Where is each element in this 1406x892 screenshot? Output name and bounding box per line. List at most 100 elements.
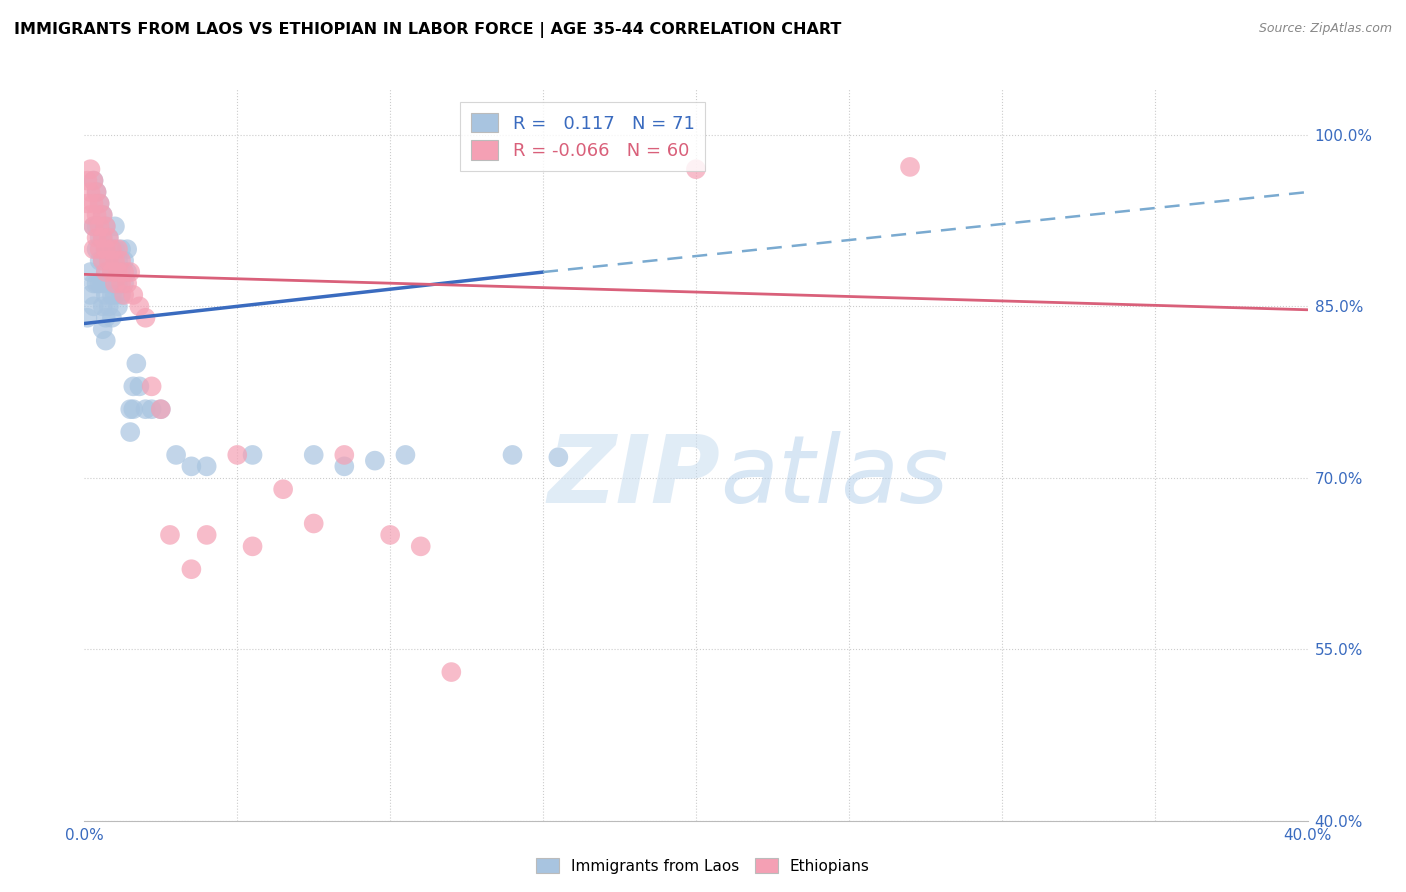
Point (112, 288, 135, 302)
Point (122, 379, 145, 393)
Point (195, 528, 218, 542)
Point (97, 231, 120, 245)
Point (79, 265, 101, 279)
Point (79, 208, 101, 222)
Point (101, 265, 124, 279)
Point (97, 253, 120, 268)
Point (149, 402, 172, 417)
Point (380, 528, 402, 542)
Point (110, 288, 132, 302)
Point (79, 288, 101, 302)
Point (91, 231, 114, 245)
Point (159, 528, 181, 542)
Point (86, 185, 108, 199)
Point (333, 459, 356, 474)
Point (83, 299, 105, 313)
Text: IMMIGRANTS FROM LAOS VS ETHIOPIAN IN LABOR FORCE | AGE 35-44 CORRELATION CHART: IMMIGRANTS FROM LAOS VS ETHIOPIAN IN LAB… (14, 22, 841, 38)
Point (89, 253, 111, 268)
Text: ZIP: ZIP (547, 431, 720, 523)
Point (104, 219, 127, 234)
Point (94, 242, 117, 256)
Point (104, 242, 127, 256)
Point (89, 242, 111, 256)
Point (120, 425, 142, 439)
Point (97, 299, 120, 313)
Point (120, 265, 142, 279)
Point (107, 299, 129, 313)
Point (115, 277, 138, 291)
Point (115, 265, 138, 279)
Point (195, 459, 218, 474)
Point (364, 453, 387, 467)
Point (83, 174, 105, 188)
Point (180, 459, 202, 474)
Point (440, 665, 463, 679)
Point (394, 448, 416, 462)
Point (101, 288, 124, 302)
Point (107, 265, 129, 279)
Point (83, 174, 105, 188)
Text: Source: ZipAtlas.com: Source: ZipAtlas.com (1258, 22, 1392, 36)
Point (83, 219, 105, 234)
Point (89, 196, 111, 211)
Point (101, 265, 124, 279)
Point (86, 231, 108, 245)
Point (91, 299, 114, 313)
Point (97, 253, 120, 268)
Point (89, 196, 111, 211)
Point (94, 310, 117, 325)
Point (94, 265, 117, 279)
Point (91, 253, 114, 268)
Point (89, 219, 111, 234)
Point (112, 277, 135, 291)
Point (110, 265, 132, 279)
Point (86, 185, 108, 199)
Point (502, 448, 524, 462)
Point (97, 231, 120, 245)
Point (91, 277, 114, 291)
Point (110, 277, 132, 291)
Point (86, 208, 108, 222)
Point (547, 450, 569, 465)
Point (83, 219, 105, 234)
Point (101, 242, 124, 256)
Point (94, 334, 117, 348)
Point (685, 162, 707, 177)
Point (83, 277, 105, 291)
Point (94, 242, 117, 256)
Point (86, 277, 108, 291)
Point (115, 242, 138, 256)
Point (165, 448, 187, 462)
Point (128, 379, 150, 393)
Legend: R =   0.117   N = 71, R = -0.066   N = 60: R = 0.117 N = 71, R = -0.066 N = 60 (460, 102, 706, 170)
Point (101, 242, 124, 256)
Point (107, 253, 129, 268)
Point (86, 219, 108, 234)
Point (128, 299, 150, 313)
Point (112, 265, 135, 279)
Point (89, 277, 111, 291)
Point (112, 253, 135, 268)
Point (91, 208, 114, 222)
Point (242, 448, 264, 462)
Point (409, 539, 432, 553)
Point (79, 185, 101, 199)
Point (76, 310, 98, 325)
Point (104, 288, 127, 302)
Point (122, 288, 145, 302)
Point (302, 448, 325, 462)
Point (149, 402, 172, 417)
Point (94, 288, 117, 302)
Point (898, 160, 921, 174)
Point (271, 482, 294, 496)
Point (79, 162, 101, 177)
Point (91, 322, 114, 336)
Point (101, 310, 124, 325)
Point (91, 208, 114, 222)
Point (76, 174, 98, 188)
Point (141, 402, 163, 417)
Point (94, 265, 117, 279)
Point (91, 253, 114, 268)
Point (104, 253, 127, 268)
Point (94, 219, 117, 234)
